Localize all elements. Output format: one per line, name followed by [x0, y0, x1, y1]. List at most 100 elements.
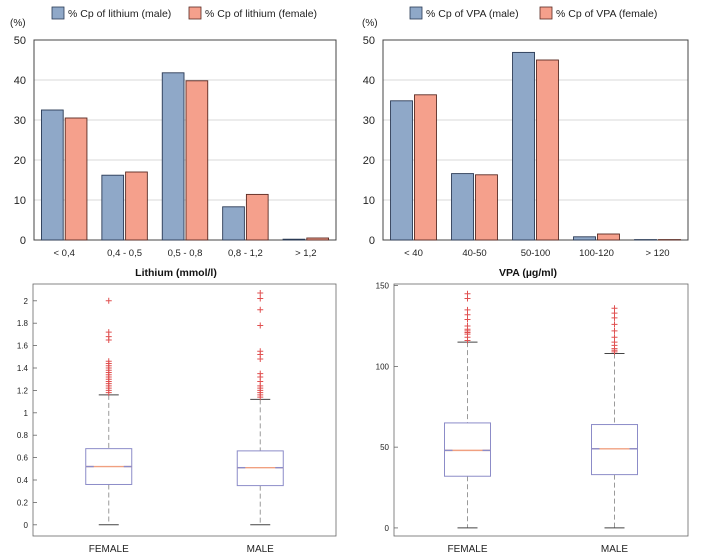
plot-frame: [393, 283, 689, 537]
x-tick-label: > 120: [645, 248, 669, 259]
chart-title: Lithium (mmol/l): [135, 267, 217, 279]
y-tick-label: 20: [14, 155, 26, 167]
outlier-marker: [611, 334, 618, 341]
bar-male-2: [161, 72, 185, 241]
outlier-marker: [257, 348, 264, 355]
outlier-marker: [257, 295, 264, 302]
bar-female-2: [185, 80, 209, 241]
legend-label-female: % Cp of VPA (female): [556, 8, 657, 20]
y-tick-label: 30: [363, 115, 375, 127]
x-tick-label: FEMALE: [447, 544, 487, 555]
x-tick-label: 50-100: [521, 248, 551, 259]
outlier-marker: [257, 306, 264, 313]
y-tick-label: 50: [380, 443, 389, 452]
x-tick-label: 40-50: [462, 248, 486, 259]
bar-male-0: [41, 109, 64, 241]
bar-male-3: [222, 206, 245, 241]
bar-female-1: [125, 171, 148, 241]
x-tick-label: 100-120: [579, 248, 614, 259]
y-tick-label: 50: [363, 35, 375, 47]
legend-swatch-female: [188, 6, 202, 20]
x-tick-label: FEMALE: [89, 544, 129, 555]
bar-female-1: [475, 174, 498, 241]
bar-male-0: [390, 100, 413, 241]
bar-female-4: [306, 237, 329, 241]
y-tick-label: 1.6: [17, 342, 29, 351]
bar-female-0: [414, 94, 437, 241]
y-tick-label: 0.8: [17, 431, 29, 440]
plot-area: 0 10 20 30 40 50 < 40 40-50 50-100 100-120 > 120: [363, 35, 689, 259]
plot-frame: [32, 283, 337, 537]
y-tick-label: 30: [14, 115, 26, 127]
y-axis-label: (%): [10, 18, 26, 29]
outlier-marker: [105, 329, 112, 336]
bar-female-0: [64, 117, 88, 241]
vpa-bar-chart: % Cp of VPA (male) % Cp of VPA (female) …: [362, 6, 689, 259]
x-tick-label: < 0,4: [53, 248, 74, 259]
x-tick-label: MALE: [601, 544, 629, 555]
y-tick-label: 1.4: [17, 364, 29, 373]
y-tick-label: 50: [14, 35, 26, 47]
outlier-marker: [105, 297, 112, 304]
outlier-marker: [464, 306, 471, 313]
vpa-boxplot: VPA (µg/ml) 0 50 100 150 FEMALE MALE: [376, 267, 689, 555]
y-tick-label: 10: [14, 195, 26, 207]
x-tick-label: 0,5 - 0,8: [168, 248, 203, 259]
outlier-marker: [257, 322, 264, 329]
legend-swatch-male: [409, 6, 423, 20]
outlier-marker: [611, 305, 618, 312]
legend-swatch-male: [51, 6, 65, 20]
bar-male-4: [282, 238, 306, 241]
y-tick-label: 100: [376, 362, 390, 371]
y-tick-label: 1: [24, 409, 29, 418]
bar-female-3: [597, 233, 620, 241]
y-tick-label: 0.6: [17, 454, 29, 463]
plot-area: 0 10 20 30 40 50 < 0,4 0,4 - 0,5 0,5 - 0,8 0,8 - …: [14, 35, 337, 259]
y-axis-label: (%): [362, 18, 378, 29]
y-tick-label: 10: [363, 195, 375, 207]
y-tick-label: 40: [363, 75, 375, 87]
legend-swatch-female: [539, 6, 553, 20]
lithium-bar-chart: % Cp of lithium (male) % Cp of lithium (…: [10, 6, 337, 259]
y-tick-label: 1.8: [17, 319, 29, 328]
outlier-marker: [257, 370, 264, 377]
y-tick-label: 0.4: [17, 476, 29, 485]
legend-label-male: % Cp of lithium (male): [68, 8, 171, 20]
box: [591, 424, 638, 476]
bar-male-1: [101, 174, 125, 241]
bar-female-2: [536, 59, 559, 241]
chart-title: VPA (µg/ml): [499, 267, 557, 279]
y-tick-label: 0.2: [17, 498, 29, 507]
outlier-marker: [464, 290, 471, 297]
plot-area: 0 50 100 150 FEMALE MALE: [376, 282, 689, 555]
x-tick-label: < 40: [404, 248, 423, 259]
x-tick-label: > 1,2: [295, 248, 316, 259]
x-tick-label: 0,8 - 1,2: [228, 248, 263, 259]
y-tick-label: 0: [385, 524, 390, 533]
y-tick-label: 0: [369, 235, 375, 247]
bar-male-1: [451, 173, 474, 241]
lithium-boxplot: Lithium (mmol/l) 0 0.2 0.4 0.6 0.8 1 1.2 1.4 1.6…: [17, 267, 337, 555]
legend: % Cp of lithium (male) % Cp of lithium (…: [51, 6, 317, 20]
plot-area: 0 0.2 0.4 0.6 0.8 1 1.2 1.4 1.6 1.8 2 FEMALE MALE: [17, 283, 337, 555]
y-tick-label: 20: [363, 155, 375, 167]
y-tick-label: 2: [24, 297, 29, 306]
box: [444, 422, 491, 477]
y-tick-label: 150: [376, 282, 390, 291]
y-tick-label: 0: [20, 235, 26, 247]
x-tick-label: 0,4 - 0,5: [107, 248, 142, 259]
outlier-marker: [257, 289, 264, 296]
y-tick-label: 40: [14, 75, 26, 87]
outlier-marker: [611, 327, 618, 334]
bar-male-3: [573, 236, 596, 241]
plot-frame: [382, 39, 689, 241]
bar-female-3: [245, 193, 269, 241]
outlier-marker: [464, 323, 471, 329]
y-tick-label: 0: [24, 521, 29, 530]
legend-label-female: % Cp of lithium (female): [205, 8, 317, 20]
outlier-marker: [105, 358, 112, 365]
outlier-marker: [611, 321, 618, 328]
plot-frame: [33, 39, 337, 241]
legend: % Cp of VPA (male) % Cp of VPA (female): [409, 6, 657, 20]
